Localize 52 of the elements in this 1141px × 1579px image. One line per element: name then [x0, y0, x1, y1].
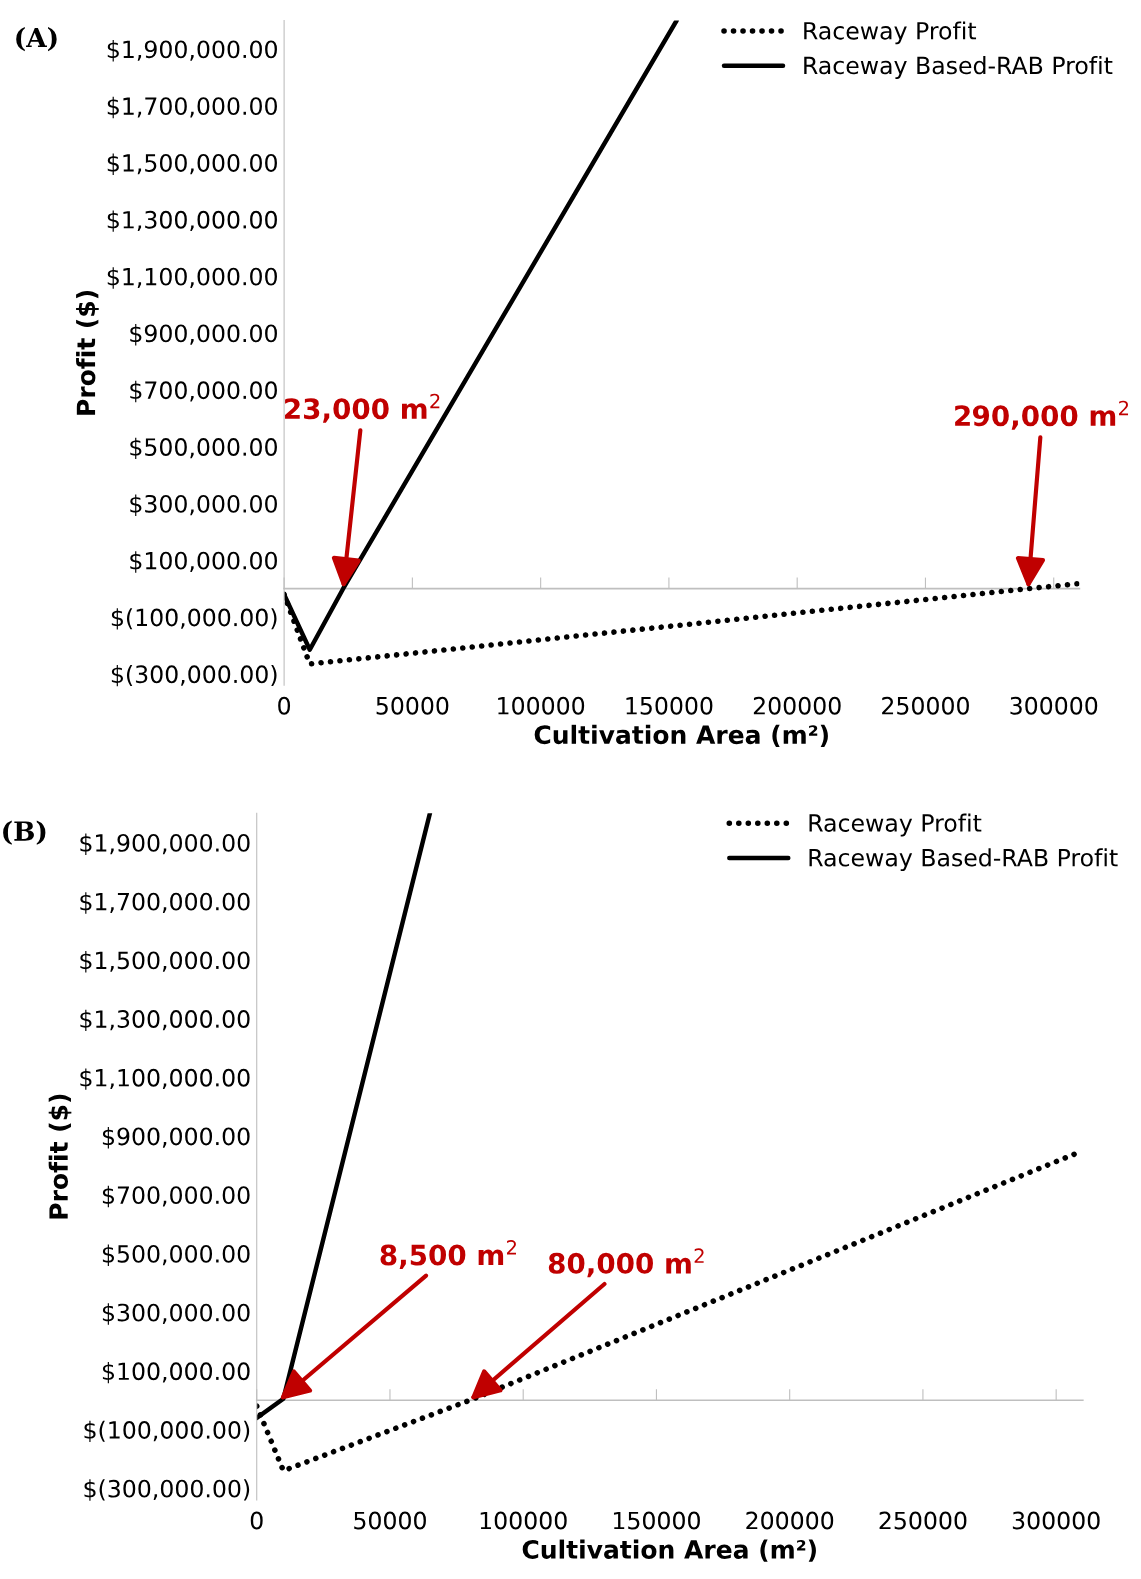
y-tick-label: $700,000.00 — [102, 1185, 250, 1208]
x-tick-label: 250000 — [879, 1511, 967, 1530]
y-tick-label: $1,900,000.00 — [107, 39, 277, 62]
y-tick-label: $1,700,000.00 — [80, 892, 250, 914]
y-axis-title: Profit ($) — [48, 1094, 72, 1219]
y-tick-label: $900,000.00 — [130, 324, 277, 346]
x-tick-label: 300000 — [1010, 696, 1098, 715]
x-tick-label: 0 — [250, 1511, 263, 1530]
x-axis-title: Cultivation Area (m²) — [534, 724, 828, 748]
legend-label: Raceway Profit — [804, 21, 977, 45]
x-tick-label: 250000 — [882, 696, 969, 715]
x-tick-label: 100000 — [480, 1511, 567, 1530]
x-tick-label: 150000 — [613, 1511, 700, 1530]
y-tick-label: $(100,000.00) — [111, 608, 277, 630]
legend-label: Raceway Based-RAB Profit — [804, 56, 1113, 79]
y-tick-label: $300,000.00 — [130, 494, 277, 516]
x-tick-label: 0 — [278, 696, 291, 715]
y-tick-label: $1,300,000.00 — [80, 1009, 250, 1032]
x-tick-label: 300000 — [1012, 1511, 1100, 1530]
y-tick-label: $500,000.00 — [130, 437, 277, 460]
y-tick-label: $100,000.00 — [130, 551, 277, 573]
y-tick-label: $300,000.00 — [102, 1303, 250, 1325]
y-tick-label: $(100,000.00) — [84, 1420, 250, 1443]
x-tick-label: 200000 — [746, 1511, 834, 1530]
annotation: 290,000 m$^{2}$ — [955, 400, 1129, 430]
y-tick-label: $(300,000.00) — [111, 664, 277, 687]
y-tick-label: $900,000.00 — [102, 1127, 250, 1149]
text: (B) — [3, 820, 46, 845]
annotation: 8,500 m$^{2}$ — [380, 1240, 516, 1270]
x-tick-label: 50000 — [376, 696, 449, 715]
legend-label: Raceway Profit — [809, 813, 982, 837]
x-tick-label: 100000 — [498, 696, 585, 715]
x-tick-label: 150000 — [626, 696, 713, 715]
y-tick-label: $1,500,000.00 — [80, 950, 250, 973]
y-tick-label: $100,000.00 — [102, 1361, 250, 1384]
y-tick-label: $1,500,000.00 — [107, 153, 277, 176]
y-tick-label: $500,000.00 — [102, 1244, 250, 1266]
x-axis-title: Cultivation Area (m²) — [522, 1539, 816, 1562]
y-tick-label: $1,100,000.00 — [107, 267, 277, 289]
y-tick-label: $1,900,000.00 — [80, 833, 250, 855]
y-tick-label: $(300,000.00) — [84, 1479, 250, 1501]
x-tick-label: 200000 — [753, 696, 841, 715]
legend-label: Raceway Based-RAB Profit — [809, 848, 1118, 872]
y-tick-label: $1,100,000.00 — [80, 1068, 250, 1090]
x-tick-label: 50000 — [354, 1511, 426, 1530]
annotation: 23,000 m$^{2}$ — [285, 393, 440, 423]
y-tick-label: $1,300,000.00 — [107, 210, 277, 232]
annotation: 80,000 m$^{2}$ — [548, 1248, 704, 1278]
y-tick-label: $700,000.00 — [130, 380, 277, 403]
y-axis-title: Profit ($) — [76, 290, 99, 415]
y-tick-label: $1,700,000.00 — [107, 96, 277, 119]
text: (A) — [16, 27, 57, 52]
